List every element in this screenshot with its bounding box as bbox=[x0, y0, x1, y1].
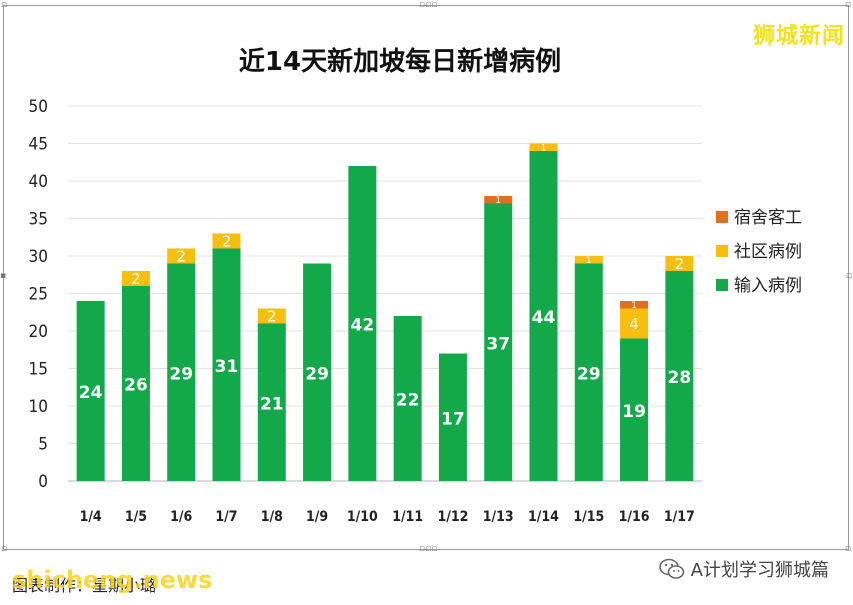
data-label: 1 bbox=[586, 256, 592, 266]
bar-segment-imported bbox=[620, 338, 649, 481]
bar-segment-imported bbox=[574, 263, 603, 481]
data-label: 22 bbox=[396, 391, 420, 411]
bar-segment-dormitory bbox=[484, 196, 513, 204]
resize-handle-icon[interactable]: ▫ bbox=[1, 0, 8, 10]
data-label: 37 bbox=[486, 334, 510, 354]
data-label: 1 bbox=[541, 143, 547, 153]
x-tick-label: 1/4 bbox=[80, 509, 102, 525]
data-label: 1 bbox=[631, 301, 637, 311]
legend-swatch bbox=[716, 211, 728, 223]
data-label: 19 bbox=[622, 402, 646, 422]
chart-credit: 图表制作：星期小璐 bbox=[12, 576, 157, 595]
bar-segment-community bbox=[121, 271, 150, 286]
data-label: 42 bbox=[351, 316, 375, 336]
bar-segment-imported bbox=[393, 316, 422, 481]
x-tick-label: 1/5 bbox=[125, 509, 147, 525]
y-tick-label: 30 bbox=[29, 247, 48, 267]
bar-segment-imported bbox=[529, 151, 558, 481]
y-tick-label: 0 bbox=[38, 472, 48, 492]
bar-segment-imported bbox=[348, 166, 377, 481]
data-label: 2 bbox=[222, 232, 232, 250]
y-tick-label: 50 bbox=[29, 97, 48, 117]
y-tick-label: 35 bbox=[29, 210, 48, 230]
x-tick-label: 1/11 bbox=[392, 509, 423, 525]
data-label: 2 bbox=[675, 255, 685, 273]
data-label: 21 bbox=[260, 394, 284, 414]
x-tick-label: 1/7 bbox=[215, 509, 237, 525]
bar-segment-imported bbox=[76, 301, 105, 481]
y-tick-label: 45 bbox=[29, 135, 48, 155]
bar-segment-community bbox=[529, 143, 558, 151]
bar-segment-community bbox=[167, 248, 196, 264]
resize-handle-icon[interactable]: ▫▫▫ bbox=[419, 544, 438, 554]
resize-handle-icon[interactable]: ▫ bbox=[1, 544, 8, 554]
data-label: 29 bbox=[577, 364, 601, 384]
x-tick-label: 1/10 bbox=[347, 509, 378, 525]
bar-segment-imported bbox=[438, 353, 467, 481]
data-label: 1 bbox=[495, 196, 501, 206]
resize-handle-icon[interactable]: ▫ bbox=[844, 0, 851, 10]
site-watermark: shicheng.news bbox=[12, 566, 213, 594]
data-label: 29 bbox=[169, 364, 193, 384]
y-tick-label: 10 bbox=[29, 397, 48, 417]
chart-title: 近14天新加坡每日新增病例 bbox=[239, 46, 561, 77]
y-tick-label: 20 bbox=[29, 322, 48, 342]
bar-segment-imported bbox=[665, 271, 694, 481]
legend-swatch bbox=[716, 279, 728, 291]
data-label: 2 bbox=[176, 247, 186, 265]
bar-segment-community bbox=[574, 256, 603, 264]
y-tick-label: 15 bbox=[29, 360, 48, 380]
bar-segment-community bbox=[257, 308, 286, 324]
bar-segment-imported bbox=[257, 323, 286, 481]
wechat-account[interactable]: A计划学习狮城篇 bbox=[658, 556, 829, 582]
x-tick-label: 1/6 bbox=[170, 509, 192, 525]
x-tick-label: 1/9 bbox=[306, 509, 328, 525]
y-tick-label: 40 bbox=[29, 172, 48, 192]
bar-segment-imported bbox=[121, 286, 150, 481]
data-label: 2 bbox=[131, 270, 141, 288]
data-label: 4 bbox=[629, 315, 639, 333]
bar-segment-imported bbox=[212, 248, 241, 481]
bar-segment-dormitory bbox=[620, 301, 649, 309]
bar-segment-community bbox=[620, 308, 649, 339]
data-label: 28 bbox=[668, 368, 692, 388]
x-tick-label: 1/15 bbox=[573, 509, 604, 525]
legend-label: 输入病例 bbox=[734, 276, 802, 296]
wechat-icon bbox=[658, 558, 685, 580]
x-tick-label: 1/14 bbox=[528, 509, 559, 525]
bar-segment-imported bbox=[484, 203, 513, 481]
resize-handle-icon[interactable]: ▫ bbox=[845, 271, 852, 281]
data-label: 44 bbox=[532, 308, 556, 328]
bar-segment-imported bbox=[167, 263, 196, 481]
resize-handle-icon[interactable]: ▪ bbox=[0, 271, 7, 281]
bar-segment-community bbox=[665, 256, 694, 271]
x-tick-label: 1/16 bbox=[619, 509, 650, 525]
data-label: 17 bbox=[441, 409, 465, 429]
x-tick-label: 1/8 bbox=[261, 509, 283, 525]
resize-handle-icon[interactable]: ▫ bbox=[844, 544, 851, 554]
data-label: 31 bbox=[215, 357, 239, 377]
data-label: 26 bbox=[124, 376, 148, 396]
bar-segment-imported bbox=[303, 263, 332, 481]
y-tick-label: 25 bbox=[29, 285, 48, 305]
legend-label: 社区病例 bbox=[734, 242, 802, 262]
data-label: 2 bbox=[267, 307, 277, 325]
bar-segment-community bbox=[212, 233, 241, 249]
x-tick-label: 1/12 bbox=[437, 509, 468, 525]
legend-label: 宿舍客工 bbox=[734, 208, 802, 228]
wechat-account-name: A计划学习狮城篇 bbox=[690, 560, 829, 581]
legend-swatch bbox=[716, 245, 728, 257]
x-tick-label: 1/17 bbox=[664, 509, 695, 525]
y-tick-label: 5 bbox=[38, 435, 48, 455]
x-tick-label: 1/13 bbox=[483, 509, 514, 525]
data-label: 24 bbox=[79, 383, 103, 403]
brand-logo: 狮城新闻 bbox=[752, 24, 845, 49]
data-label: 29 bbox=[305, 364, 329, 384]
resize-handle-icon[interactable]: ▫▫▫ bbox=[419, 0, 438, 10]
